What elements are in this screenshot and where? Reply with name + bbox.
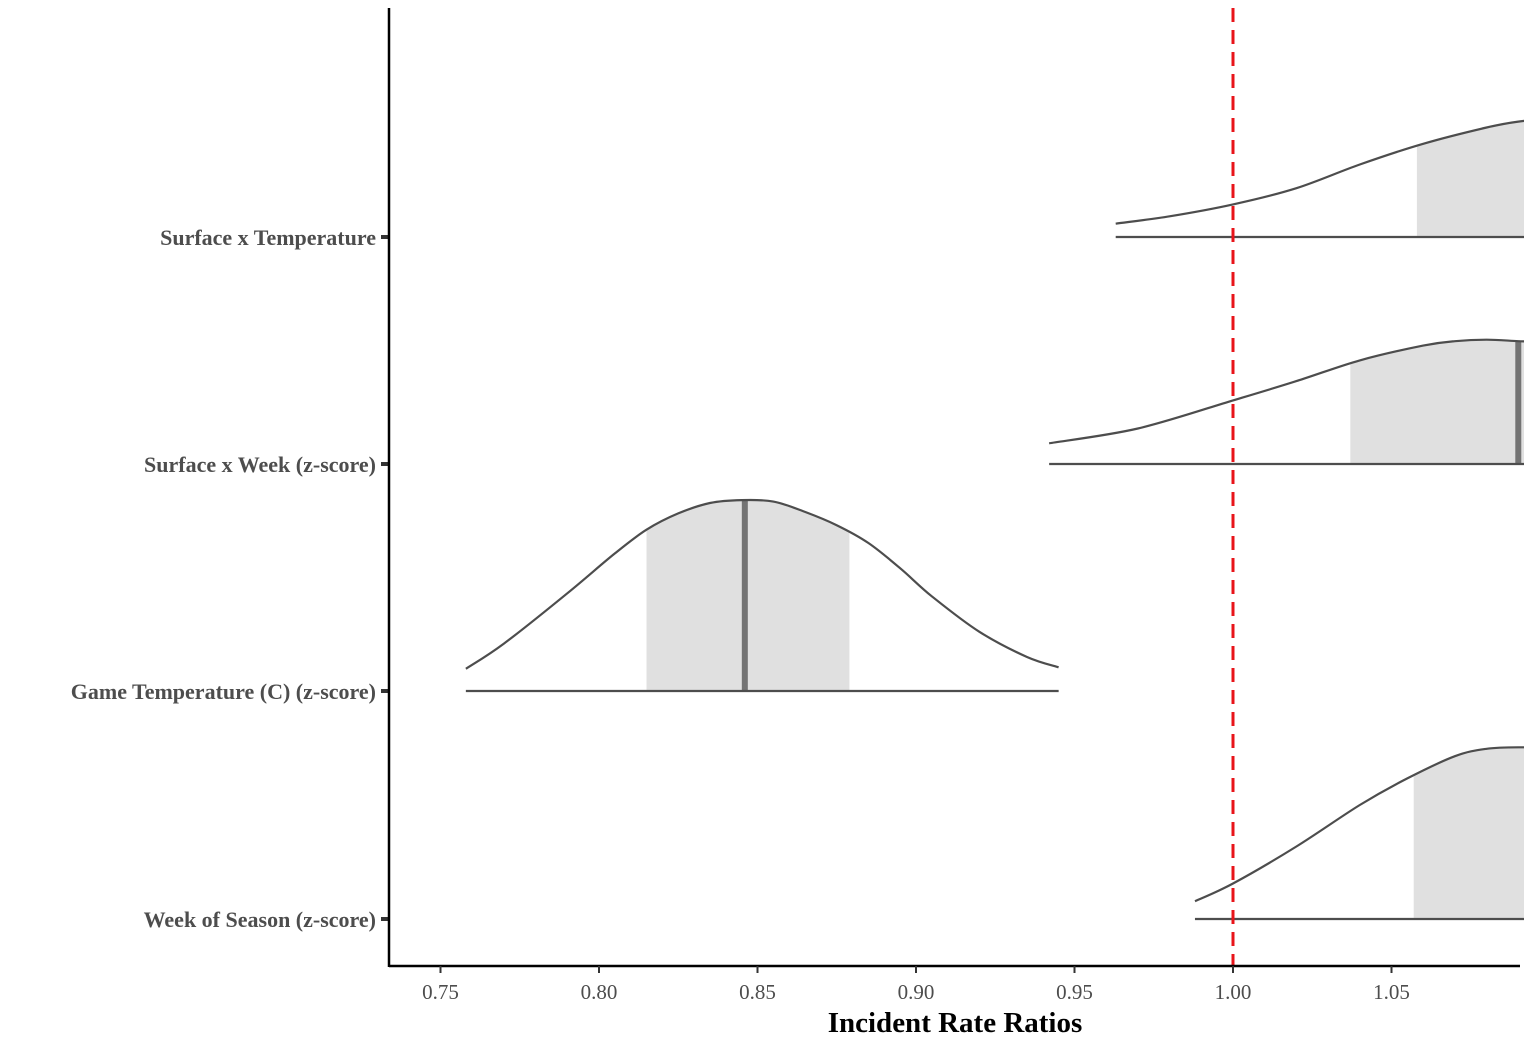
y-tick-label: Week of Season (z-score)	[144, 907, 376, 932]
x-tick-label: 0.80	[581, 980, 618, 1004]
x-tick-label: 1.05	[1373, 980, 1410, 1004]
density-curve	[465, 498, 1059, 670]
x-tick-label: 0.75	[422, 980, 459, 1004]
x-tick-label: 1.00	[1215, 980, 1252, 1004]
y-tick-label: Surface x Temperature	[160, 225, 376, 250]
y-tick-label: Game Temperature (C) (z-score)	[71, 679, 376, 704]
x-axis-title: Incident Rate Ratios	[828, 1007, 1083, 1038]
ridge-series-4: Week of Season (z-score)	[144, 746, 1524, 932]
interval-area	[1416, 121, 1524, 237]
interval-area	[1413, 747, 1524, 919]
x-tick-label: 0.95	[1056, 980, 1093, 1004]
density-curve	[1194, 746, 1524, 903]
interval-area	[1350, 339, 1524, 464]
x-tick-label: 0.90	[898, 980, 935, 1004]
ridge-series-3: Game Temperature (C) (z-score)	[71, 498, 1059, 704]
density-curve	[1048, 338, 1524, 445]
ridge-series-2: Surface x Week (z-score)	[144, 338, 1524, 477]
density-curve	[1115, 119, 1524, 225]
ridge-series-1: Surface x Temperature	[160, 119, 1524, 250]
y-tick-label: Surface x Week (z-score)	[144, 452, 376, 477]
interval-area	[646, 500, 850, 691]
x-tick-label: 0.85	[739, 980, 776, 1004]
